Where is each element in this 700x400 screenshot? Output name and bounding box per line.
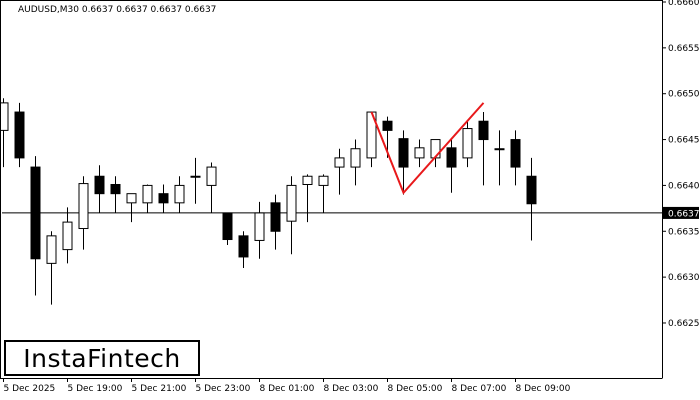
pattern-group [370, 102, 485, 195]
candle [494, 130, 505, 186]
logo-text: InstaFintech [23, 343, 181, 373]
x-tick-label: 5 Dec 21:00 [132, 384, 187, 394]
x-ticks-group: 5 Dec 2025 5 Dec 19:00 5 Dec 21:00 5 Dec 23… [3, 378, 571, 394]
candle-body-bearish [222, 212, 233, 241]
y-tick-label: 0.6645 [668, 136, 700, 146]
x-tick-label: 8 Dec 03:00 [324, 384, 379, 394]
candle [302, 174, 313, 223]
y-tick-label: 0.6660 [668, 0, 700, 8]
y-tick-label: 0.6655 [668, 44, 700, 54]
candle-body-bearish [14, 111, 25, 159]
candle-body-bearish [158, 193, 169, 204]
candle-body-bullish [174, 184, 185, 204]
candle [510, 130, 521, 186]
candle [206, 162, 217, 213]
double-top-pattern-line [370, 102, 485, 195]
candle-body-bullish [254, 212, 265, 241]
candle-body-bullish [126, 193, 137, 204]
x-tick-label: 8 Dec 09:00 [516, 384, 571, 394]
candle [14, 102, 25, 168]
candle-body-bullish [350, 148, 361, 168]
candle [0, 98, 9, 168]
candle-body-bearish [110, 183, 121, 195]
candle-body-bullish [286, 184, 297, 222]
candle-body-bullish [302, 175, 313, 185]
candle-body-bearish [398, 138, 409, 168]
candle-body-bullish [78, 183, 89, 230]
candle-body-bullish [142, 184, 153, 204]
candle [110, 176, 121, 213]
x-tick-label: 8 Dec 05:00 [388, 384, 443, 394]
current-price-label: 0.6637 [668, 209, 700, 219]
candle-body-bearish [270, 202, 281, 232]
candle-body-bearish [94, 175, 105, 195]
candle [190, 157, 201, 204]
candle [94, 165, 105, 213]
y-tick-label: 0.6635 [668, 227, 700, 237]
candle-body-bearish [478, 120, 489, 141]
candle [270, 194, 281, 250]
y-tick-label: 0.6640 [668, 181, 700, 191]
y-tick-label: 0.6625 [668, 319, 700, 329]
candle [254, 201, 265, 259]
candle-body-bullish [430, 139, 441, 159]
x-tick-label: 5 Dec 19:00 [68, 384, 123, 394]
candle [446, 139, 457, 193]
y-ticks-group: 0.6660 0.6655 0.6650 0.6645 0.6640 0.6635 0.66… [662, 0, 700, 329]
y-tick-label: 0.6650 [668, 90, 700, 100]
candle-body-bearish [526, 175, 537, 205]
candle [350, 139, 361, 186]
candle [238, 231, 249, 268]
candle-body-bullish [494, 148, 505, 151]
chart-header-symbol-ohlc: AUDUSD,M30 0.6637 0.6637 0.6637 0.6637 [18, 5, 217, 15]
candle [414, 139, 425, 168]
candle-body-bullish [462, 128, 473, 159]
candle-body-bullish [206, 166, 217, 186]
x-tick-label: 5 Dec 2025 [4, 384, 56, 394]
candle-body-bullish [414, 147, 425, 159]
candle [158, 184, 169, 213]
candle-body-bullish [0, 102, 9, 131]
candle [174, 176, 185, 213]
candle-body-bearish [30, 166, 41, 260]
candle [46, 231, 57, 305]
candle-body-bullish [190, 175, 201, 178]
candle-body-bearish [446, 147, 457, 168]
candle [78, 176, 89, 250]
candle [398, 130, 409, 195]
candle [334, 148, 345, 195]
candle [126, 193, 137, 223]
candles-group [0, 98, 537, 305]
candle-body-bullish [62, 221, 73, 251]
x-tick-label: 5 Dec 23:00 [196, 384, 251, 394]
current-price-label-box [663, 206, 699, 219]
candle [142, 184, 153, 213]
candle [30, 156, 41, 296]
candle [526, 157, 537, 241]
candle-body-bearish [238, 235, 249, 258]
candle-body-bearish [382, 120, 393, 131]
candle-body-bullish [318, 175, 329, 186]
candle [62, 207, 73, 264]
axes-group [0, 0, 663, 379]
x-tick-label: 8 Dec 07:00 [452, 384, 507, 394]
candle [286, 176, 297, 255]
candle [462, 121, 473, 168]
y-tick-label: 0.6630 [668, 273, 700, 283]
candle-body-bullish [334, 157, 345, 168]
current-price-label-group: 0.6637 [663, 206, 700, 219]
candle [478, 112, 489, 186]
candle-body-bullish [46, 235, 57, 264]
candle-body-bearish [510, 139, 521, 168]
x-tick-label: 8 Dec 01:00 [260, 384, 315, 394]
candle [318, 174, 329, 213]
candle [222, 212, 233, 246]
instafintech-logo: InstaFintech [4, 340, 200, 376]
